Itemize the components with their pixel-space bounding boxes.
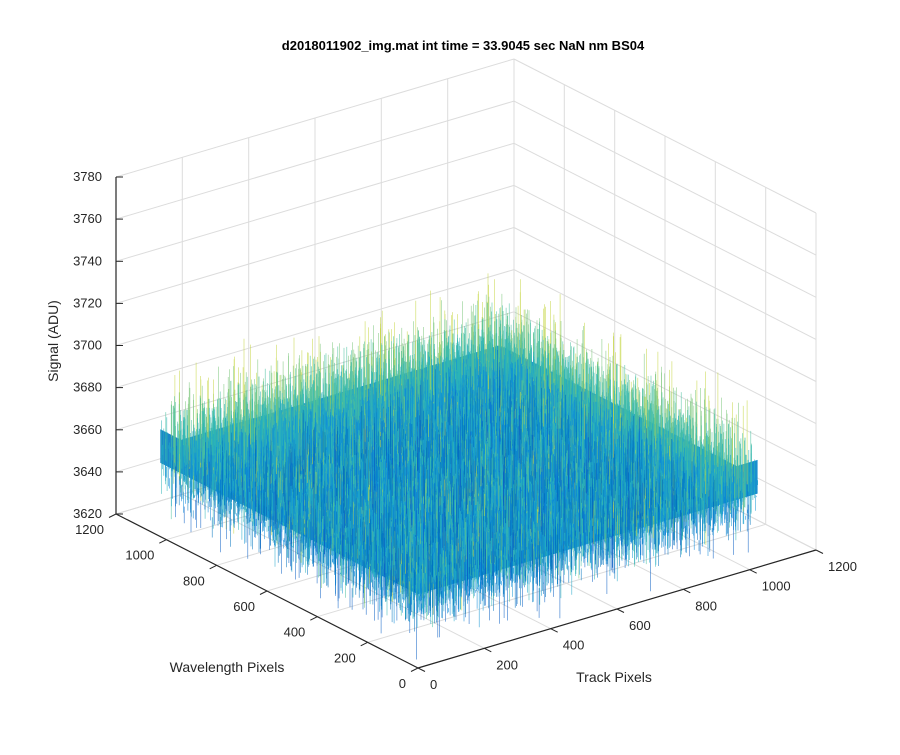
surface-plot: 0200400600800100012000200400600800100012… bbox=[0, 0, 900, 750]
